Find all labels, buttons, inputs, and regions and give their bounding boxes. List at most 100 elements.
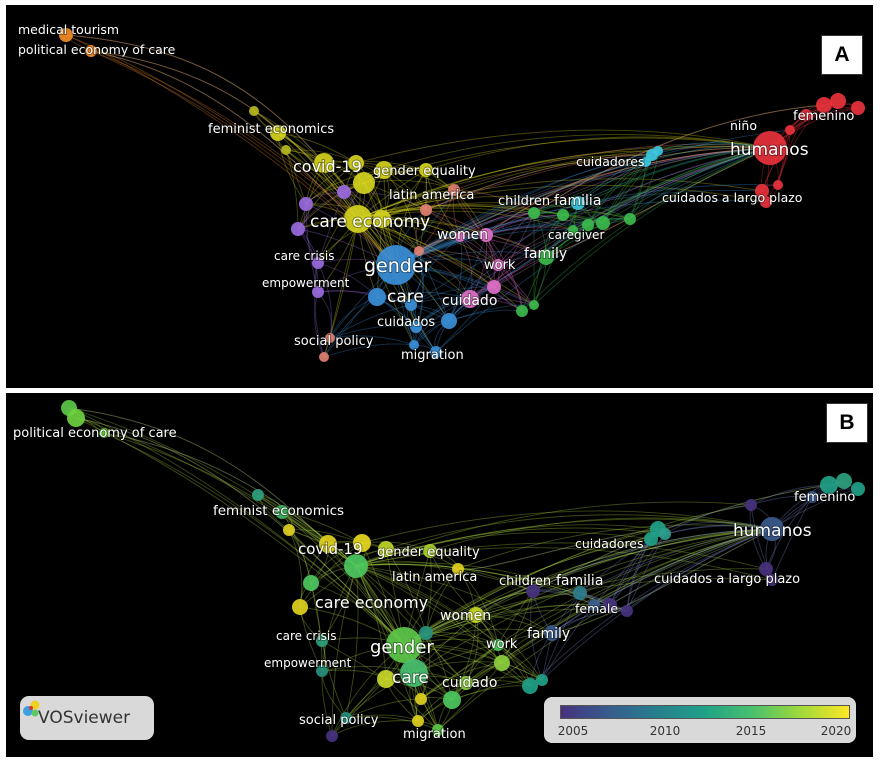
network-node xyxy=(624,213,636,225)
label-cuidados-a-largo-plazo: cuidados a largo plazo xyxy=(654,572,800,587)
network-edge xyxy=(357,216,487,236)
network-edge xyxy=(317,290,412,306)
network-node xyxy=(375,161,393,179)
label-migration: migration xyxy=(403,727,466,742)
network-edge xyxy=(103,432,405,646)
label-work: work xyxy=(484,258,516,273)
network-node xyxy=(377,670,395,688)
network-edge xyxy=(425,169,487,236)
network-node xyxy=(325,333,335,343)
network-edge xyxy=(357,154,653,220)
network-edge xyxy=(435,147,771,353)
label-cuidados: cuidados xyxy=(377,315,435,330)
network-edge xyxy=(314,262,325,358)
network-edge xyxy=(453,189,499,266)
network-edge xyxy=(345,565,359,719)
network-node xyxy=(373,210,391,228)
network-edge xyxy=(497,147,771,266)
network-edge xyxy=(459,147,771,238)
network-node xyxy=(759,562,773,576)
labels-a: medical tourism political economy of car… xyxy=(17,21,855,364)
network-node xyxy=(479,228,493,242)
network-node xyxy=(455,232,465,242)
network-node xyxy=(452,563,464,575)
network-edge xyxy=(521,147,771,312)
network-edge xyxy=(497,528,773,646)
network-node xyxy=(344,205,372,233)
network-edge xyxy=(403,528,773,646)
network-edge xyxy=(329,304,412,339)
network-edge xyxy=(355,564,628,612)
network-edge xyxy=(485,214,564,236)
nodes-a xyxy=(59,28,865,362)
network-node xyxy=(820,476,838,494)
network-edge xyxy=(485,226,574,236)
network-edge xyxy=(448,234,487,322)
network-node xyxy=(766,574,778,586)
network-node xyxy=(516,305,528,317)
network-edge xyxy=(577,147,771,204)
network-edge xyxy=(403,538,652,646)
network-edge xyxy=(771,496,813,581)
label-migration: migration xyxy=(401,348,464,363)
network-edge xyxy=(381,146,771,220)
network-edge xyxy=(485,147,771,236)
label-empowerment: empowerment xyxy=(264,656,352,670)
network-edge xyxy=(355,563,534,592)
network-edge xyxy=(626,533,666,612)
network-edge xyxy=(403,528,773,646)
network-node xyxy=(644,532,658,546)
network-edge xyxy=(357,202,631,220)
network-edge xyxy=(541,528,773,681)
network-edge xyxy=(413,250,424,346)
network-edge xyxy=(343,191,427,211)
network-node xyxy=(67,409,85,427)
network-node xyxy=(571,196,585,210)
network-node xyxy=(270,125,286,141)
network-node xyxy=(430,346,442,358)
network-edge xyxy=(579,528,773,594)
label-femenino: femenino xyxy=(794,490,855,505)
network-edge xyxy=(288,529,405,646)
network-node xyxy=(621,605,633,617)
network-edge xyxy=(355,565,503,664)
network-edge xyxy=(593,538,652,606)
network-edge xyxy=(475,528,773,616)
network-edge xyxy=(530,590,543,681)
network-node xyxy=(353,534,371,552)
network-edge xyxy=(357,218,495,288)
network-edge xyxy=(395,184,779,266)
network-edge xyxy=(777,104,825,186)
label-familia: familia xyxy=(554,193,601,209)
network-edge xyxy=(385,528,773,680)
network-node xyxy=(653,146,663,156)
network-edge xyxy=(418,250,495,288)
network-edge xyxy=(355,565,553,634)
network-node xyxy=(461,290,479,308)
network-node xyxy=(353,172,375,194)
vosviewer-logo-icon xyxy=(23,700,40,717)
network-edge xyxy=(355,542,767,570)
network-edge xyxy=(418,250,499,266)
network-edge xyxy=(383,134,771,171)
network-node xyxy=(299,197,313,211)
network-edge xyxy=(363,180,455,191)
network-edge xyxy=(329,335,415,346)
network-edge xyxy=(572,147,771,231)
network-edge xyxy=(355,129,771,164)
network-node xyxy=(441,313,457,329)
network-node xyxy=(494,655,510,671)
network-edge xyxy=(533,147,771,306)
label-cuidadores: cuidadores xyxy=(575,536,644,551)
label-latin-america: latin america xyxy=(392,570,477,585)
network-edge xyxy=(545,218,631,258)
label-feminist-economics: feminist economics xyxy=(208,122,334,137)
network-edge xyxy=(75,417,405,646)
scale-tick-2020: 2020 xyxy=(820,724,852,738)
network-node xyxy=(59,28,73,42)
network-edge xyxy=(429,517,773,552)
network-node xyxy=(760,196,772,208)
network-node xyxy=(340,712,352,724)
network-edge xyxy=(403,528,659,646)
network-edge xyxy=(395,147,771,266)
